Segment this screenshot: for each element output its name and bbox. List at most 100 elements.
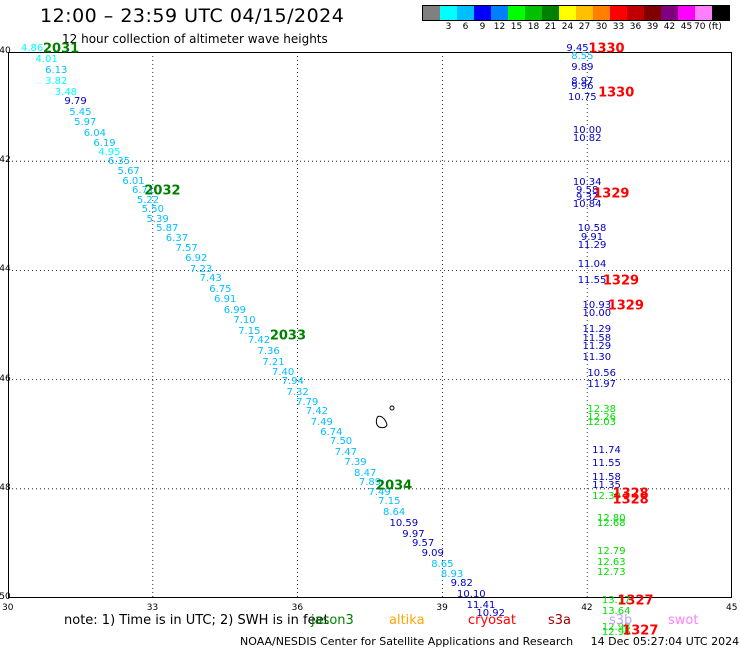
units-note: note: 1) Time is in UTC; 2) SWH is in fe… [64,613,329,628]
wave-height-value: 11.41 [466,600,496,612]
island-outline [375,415,388,429]
wave-height-value: 5.67 [117,166,140,178]
wave-height-value: 7.40 [271,367,295,379]
longitude-tick-label: 39 [436,603,448,613]
color-swatch [576,6,593,20]
wave-height-value: 10.58 [577,223,607,235]
wave-height-value: 5.97 [74,116,97,128]
wave-height-value: 6.37 [165,232,189,244]
wave-height-value: 8.65 [431,559,454,571]
wave-height-value: 13.64 [601,605,631,617]
wave-height-value: 9.82 [450,578,473,590]
wave-height-value: 11.29 [577,239,607,251]
wave-height-value: 6.75 [209,283,232,295]
color-scale-label: 21 [544,22,557,32]
color-swatch [559,6,576,20]
wave-height-value: 6.19 [93,137,116,149]
legend-item-jason3: jason3 [311,613,354,628]
wave-height-value: 9.96 [571,81,594,93]
wave-height-value: 6.04 [83,127,107,139]
track-number-label: 2032 [144,183,181,199]
color-scale-bar [422,5,730,21]
wave-height-value: 7.50 [329,436,353,448]
track-number-label: 1328 [612,492,649,508]
wave-height-value: 10.00 [582,308,612,320]
wave-height-value: 5.22 [136,194,160,206]
wave-height-value: 5.39 [146,214,169,226]
wave-height-value: 11.30 [582,351,612,363]
track-number-label: 1330 [588,41,625,57]
wave-height-value: 12.80 [597,512,626,524]
wave-height-value: 9.57 [411,538,435,550]
wave-height-value: 7.89 [358,477,382,489]
legend-item-altika: altika [389,613,425,628]
chart-title: 12:00 – 23:59 UTC 04/15/2024 [40,5,345,27]
wave-height-value: 12.03 [587,417,616,429]
wave-height-value: 6.99 [223,305,246,317]
wave-height-value: 11.55 [577,275,607,287]
wave-height-value: 7.49 [310,417,333,429]
color-scale-label: 33 [612,22,625,32]
wave-height-value: 10.82 [572,133,602,145]
wave-height-value: 9.79 [64,96,87,108]
color-swatch [508,6,525,20]
wave-height-value: 9.97 [402,529,425,541]
longitude-tick-label: 33 [146,603,159,613]
latitude-tick-label: -50 [0,592,11,602]
wave-height-value: 3.48 [54,86,78,98]
wave-height-value: 10.75 [568,92,597,104]
wave-height-value: 11.29 [582,324,612,336]
wave-height-value: 12.96 [601,627,631,639]
wave-height-value: 12.39 [592,490,621,502]
color-scale-label: 24 [561,22,574,32]
color-swatch [474,6,491,20]
track-number-label: 1329 [593,186,630,202]
wave-height-value: 7.43 [199,272,222,284]
wave-height-value: 11.35 [592,480,621,492]
wave-height-value: 6.13 [45,65,68,77]
wave-height-value: 10.59 [389,518,419,530]
wave-height-value: 7.42 [247,335,271,347]
wave-height-value: 7.42 [305,406,329,418]
wave-height-value: 8.97 [571,76,594,88]
track-number-label: 1328 [612,486,649,502]
wave-height-value: 7.39 [344,456,367,468]
latitude-tick-label: -42 [0,155,11,166]
wave-height-value: 7.36 [257,346,280,358]
wave-height-value: 12.98 [601,622,631,634]
track-number-label: 1330 [598,85,635,101]
wave-height-value: 5.45 [69,107,92,119]
wave-height-value: 11.97 [587,379,616,391]
color-swatch [423,6,440,20]
wave-height-value: 5.50 [141,204,164,216]
footer-credit: NOAA/NESDIS Center for Satellite Applica… [240,635,739,648]
wave-height-value: 6.92 [185,253,208,265]
wave-height-value: 6.91 [214,294,237,306]
wave-height-value: 12.26 [587,411,616,423]
color-scale-label: 27 [578,22,591,32]
color-scale-label: 39 [646,22,659,32]
wave-height-value: 8.64 [382,507,406,519]
legend-item-s3a: s3a [548,613,572,628]
wave-height-value: 6.74 [320,427,343,439]
wave-height-value: 7.32 [286,387,309,399]
island-outline [389,405,395,411]
wave-height-value: 4.01 [35,54,58,66]
color-scale-label: 45 [680,22,693,32]
color-swatch [440,6,457,20]
longitude-tick-label: 42 [581,603,593,613]
wave-height-value: 9.32 [576,192,599,204]
wave-height-value: 12.68 [597,518,626,530]
wave-height-value: 9.58 [576,185,599,197]
color-swatch [593,6,610,20]
color-scale-label: 36 [629,22,642,32]
longitude-tick-label: 45 [726,603,738,613]
wave-height-value: 9.09 [421,548,444,560]
wave-height-value: 10.00 [572,125,602,137]
legend-item-s3b: s3b [609,613,633,628]
track-number-label: 1327 [622,623,659,639]
color-swatch [695,6,712,20]
wave-height-value: 10.93 [582,299,612,311]
wave-height-value: 7.21 [262,357,285,369]
